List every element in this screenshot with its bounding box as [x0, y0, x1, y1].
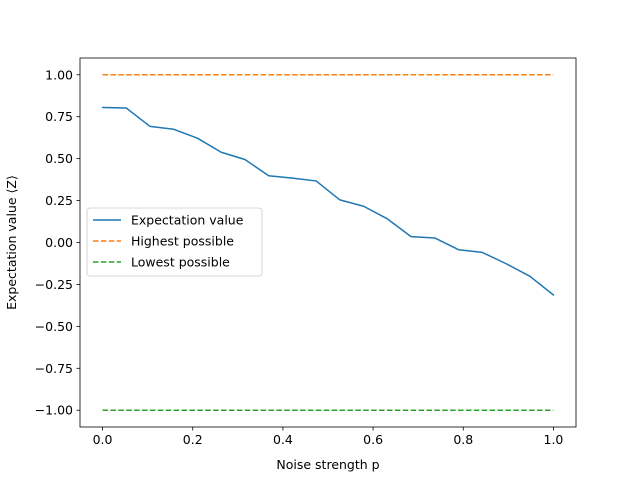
y-tick-label: −1.00 — [35, 403, 73, 418]
x-tick-label: 1.0 — [544, 432, 564, 447]
y-tick-label: 1.00 — [45, 67, 73, 82]
y-tick-label: 0.50 — [45, 151, 73, 166]
y-tick-label: 0.75 — [45, 109, 73, 124]
x-tick-label: 0.2 — [183, 432, 203, 447]
legend: Expectation value Highest possible Lowest … — [86, 207, 263, 277]
x-axis-label: Noise strength p — [276, 457, 379, 472]
y-tick-label: −0.50 — [35, 319, 73, 334]
y-tick-label: 0.25 — [45, 193, 73, 208]
y-tick-label: 0.00 — [45, 235, 73, 250]
series-line-0 — [101, 106, 555, 296]
x-tick-label: 0.4 — [273, 432, 293, 447]
legend-label: Highest possible — [131, 234, 234, 249]
x-tick-label: 0.0 — [93, 432, 113, 447]
x-tick-label: 0.6 — [363, 432, 383, 447]
legend-box — [86, 207, 263, 277]
y-tick-label: −0.75 — [35, 361, 73, 376]
legend-label: Lowest possible — [131, 255, 230, 270]
y-axis-label: Expectation value ⟨Z⟩ — [4, 175, 19, 310]
legend-label: Expectation value — [131, 213, 244, 228]
y-tick-label: −0.25 — [35, 277, 73, 292]
x-tick-label: 0.8 — [453, 432, 473, 447]
